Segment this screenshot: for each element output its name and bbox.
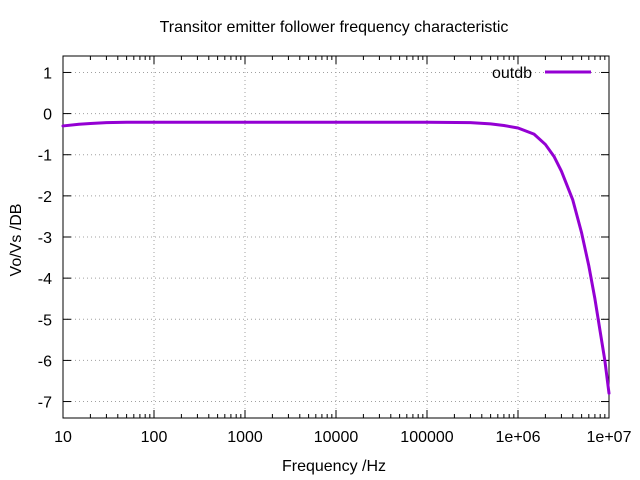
series-layer [61, 120, 611, 395]
y-tick-label: 1 [43, 65, 52, 82]
y-tick-label: -7 [38, 395, 52, 412]
y-tick-label: -6 [38, 353, 52, 370]
y-tick-label: -3 [38, 230, 52, 247]
y-tick-label: -5 [38, 312, 52, 329]
x-tick-label: 100000 [400, 429, 453, 446]
x-tick-label: 1e+06 [496, 429, 541, 446]
y-tick-label: -2 [38, 189, 52, 206]
x-tick-labels: 10 100 1000 10000 100000 1e+06 1e+07 [54, 429, 631, 446]
x-tick-label: 1000 [227, 429, 263, 446]
x-tick-label: 10000 [314, 429, 359, 446]
x-axis-label: Frequency /Hz [282, 458, 386, 475]
legend: outdb [492, 65, 591, 82]
y-axis-label: Vo/Vs /DB [8, 204, 25, 277]
chart-title: Transitor emitter follower frequency cha… [160, 19, 509, 36]
x-tick-label: 1e+07 [587, 429, 632, 446]
grid [63, 56, 609, 418]
x-tick-label: 100 [141, 429, 168, 446]
series-line-outdb [61, 120, 611, 395]
y-tick-label: 0 [43, 107, 52, 124]
x-tick-label: 10 [54, 429, 72, 446]
y-tick-label: -1 [38, 148, 52, 165]
axis-ticks [62, 56, 610, 418]
legend-label: outdb [492, 65, 532, 82]
y-tick-labels: 1 0 -1 -2 -3 -4 -5 -6 -7 [38, 65, 52, 411]
y-tick-label: -4 [38, 271, 52, 288]
